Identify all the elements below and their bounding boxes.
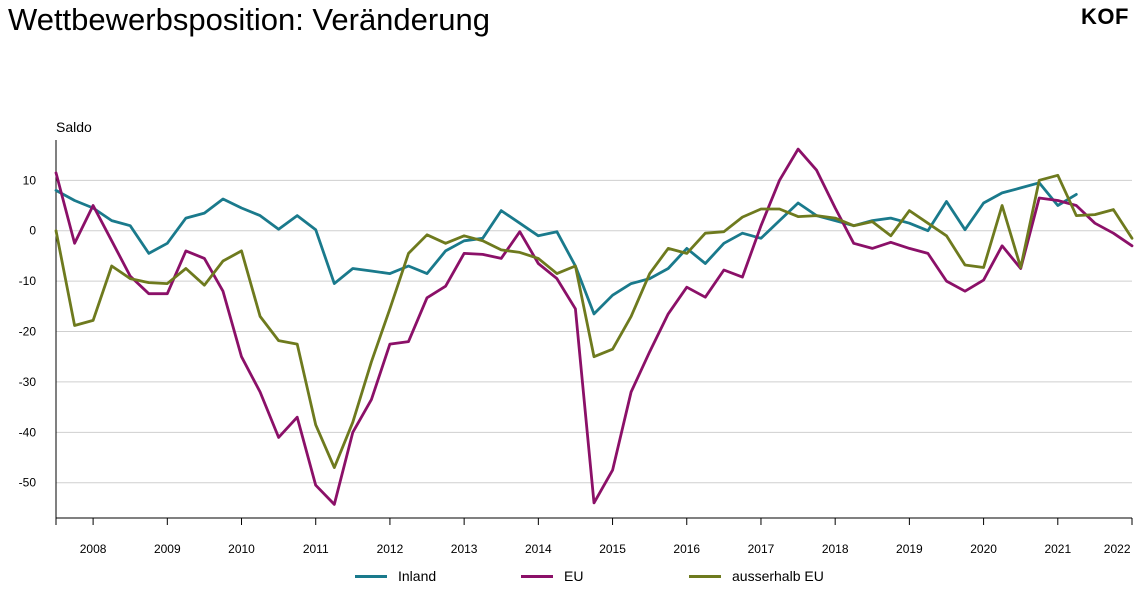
y-tick-label: -10 [19,274,37,288]
x-tick-label: 2012 [377,542,404,556]
gridlines [56,179,1132,484]
x-tick-label: 2019 [896,542,923,556]
y-tick-label: -40 [19,425,37,439]
x-tick-label: 2008 [80,542,107,556]
y-tick-label: 10 [23,173,37,187]
x-tick-label: 2009 [154,542,181,556]
axes [55,140,1132,519]
y-tick-label: -20 [19,325,37,339]
legend-label-inland: Inland [398,568,437,584]
x-tick-label: 2014 [525,542,552,556]
y-tick-label: 0 [29,224,36,238]
legend-item-eu: EU [521,568,583,584]
legend-label-eu: EU [564,568,584,584]
x-tick-label: 2018 [822,542,849,556]
legend-swatch-ausserhalb-eu [689,574,721,578]
legend-item-inland: Inland [355,568,436,584]
x-tick-label: 2017 [748,542,775,556]
x-ticks: 2008 2009 2010 2011 2012 2013 2014 2015 2016 2017… [55,518,1133,556]
legend: Inland EU ausserhalb EU [0,568,1143,590]
legend-item-ausserhalb-eu: ausserhalb EU [689,568,824,584]
series-line-ausserhalb-eu [54,173,1134,470]
series-lines [54,147,1134,506]
x-tick-label: 2010 [228,542,255,556]
x-tick-label: 2013 [451,542,478,556]
y-tick-label: -30 [19,375,37,389]
page-title: Wettbewerbsposition: Veränderung [8,2,490,37]
x-tick-label: 2020 [970,542,997,556]
y-tick-label: -50 [19,476,37,490]
series-line-inland [54,181,1078,316]
x-tick-label: 2016 [673,542,700,556]
legend-swatch-eu [521,574,553,578]
x-tick-label: 2015 [599,542,626,556]
x-tick-label: 2022 [1104,542,1131,556]
x-tick-label: 2011 [303,542,329,556]
y-axis-label: Saldo [56,119,92,135]
series-line-eu [54,147,1134,506]
legend-label-ausserhalb-eu: ausserhalb EU [732,568,824,584]
y-ticks: 10 0 -10 -20 -30 -40 -50 [19,173,37,489]
kof-logo: KOF [1081,4,1129,29]
x-tick-label: 2021 [1044,542,1071,556]
legend-swatch-inland [355,574,387,578]
